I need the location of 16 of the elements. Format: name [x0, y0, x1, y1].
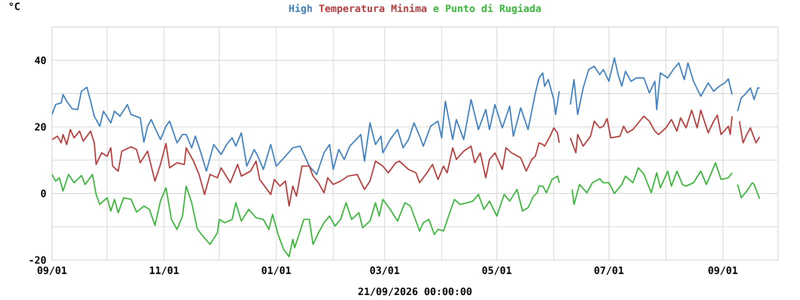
x-tick-label: 01/01 — [262, 266, 291, 275]
x-tick-label: 09/01 — [708, 266, 738, 275]
text: High — [289, 4, 312, 14]
y-axis-title: °C — [10, 2, 20, 10]
x-axis-title: 21/09/2026 00:00:00 — [358, 288, 472, 296]
text: Temperatura Minima — [319, 4, 426, 14]
x-tick-label: 05/01 — [482, 266, 512, 275]
y-tick-label: -20 — [30, 256, 46, 264]
y-tick-label: 0 — [41, 190, 46, 198]
x-tick-label: 11/01 — [150, 266, 179, 275]
y-tick-label: 40 — [34, 56, 46, 64]
y-tick-label: 20 — [34, 123, 46, 131]
x-tick-label: 07/01 — [594, 266, 624, 275]
x-tick-label: 09/01 — [38, 266, 67, 275]
text: e Punto di Rugiada — [434, 4, 541, 14]
x-tick-label: 03/01 — [370, 266, 400, 275]
